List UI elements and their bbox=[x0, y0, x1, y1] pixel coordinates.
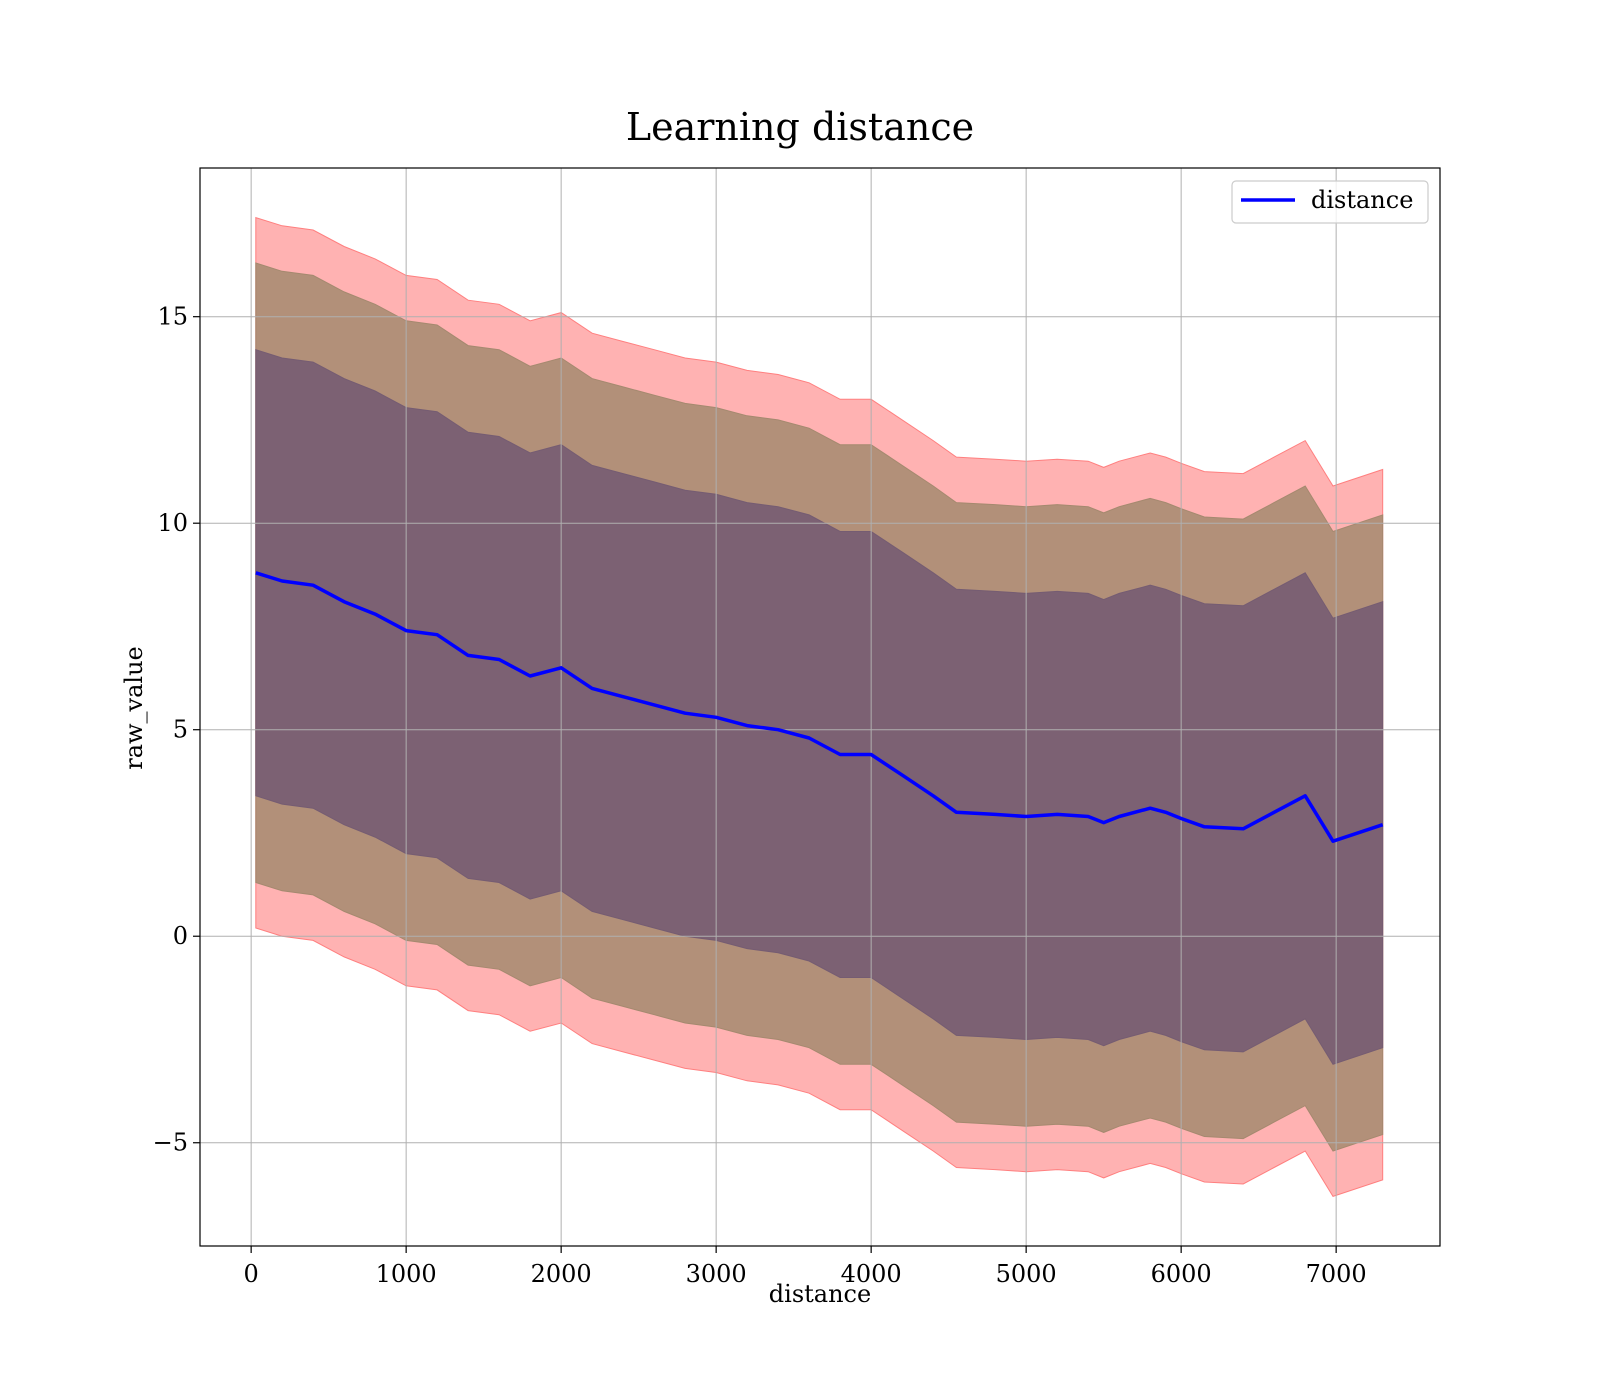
x-tick-label: 5000 bbox=[996, 1260, 1057, 1288]
x-tick-label: 2000 bbox=[531, 1260, 592, 1288]
y-axis-label: raw_value bbox=[120, 646, 148, 770]
y-tick-label: 15 bbox=[157, 303, 188, 331]
x-tick-label: 0 bbox=[244, 1260, 259, 1288]
plot-frame bbox=[199, 167, 1441, 1247]
x-axis-label: distance bbox=[769, 1280, 871, 1308]
x-tick-label: 3000 bbox=[686, 1260, 747, 1288]
legend-label-distance: distance bbox=[1311, 186, 1413, 214]
y-axis-ticks: −5 0 5 10 15 bbox=[153, 303, 200, 1157]
x-tick-label: 1000 bbox=[376, 1260, 437, 1288]
band-inner bbox=[255, 349, 1384, 1065]
series-line-distance bbox=[255, 571, 1384, 843]
legend-box bbox=[1231, 180, 1429, 224]
x-axis-ticks: 0 1000 2000 3000 4000 5000 6000 7000 bbox=[244, 1246, 1367, 1288]
y-tick-label: 10 bbox=[157, 509, 188, 537]
x-tick-label: 4000 bbox=[841, 1260, 902, 1288]
legend: distance bbox=[1231, 180, 1429, 224]
y-tick-label: −5 bbox=[153, 1129, 188, 1157]
chart-title: Learning distance bbox=[626, 105, 974, 149]
x-tick-label: 7000 bbox=[1306, 1260, 1367, 1288]
x-tick-label: 6000 bbox=[1151, 1260, 1212, 1288]
y-tick-label: 0 bbox=[173, 922, 188, 950]
grid-lines bbox=[200, 168, 1440, 1246]
confidence-bands bbox=[255, 216, 1384, 1197]
y-tick-label: 5 bbox=[173, 716, 188, 744]
series-lines bbox=[255, 571, 1384, 843]
